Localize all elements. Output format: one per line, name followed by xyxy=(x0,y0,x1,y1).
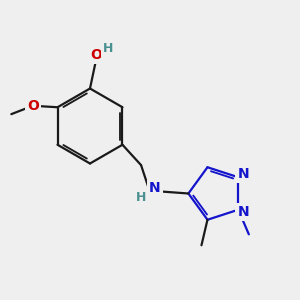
Text: N: N xyxy=(237,167,249,181)
Text: N: N xyxy=(237,205,249,219)
Text: H: H xyxy=(103,41,113,55)
Text: N: N xyxy=(149,181,161,195)
Text: O: O xyxy=(27,99,39,113)
Text: O: O xyxy=(90,48,102,62)
Text: H: H xyxy=(136,191,146,204)
